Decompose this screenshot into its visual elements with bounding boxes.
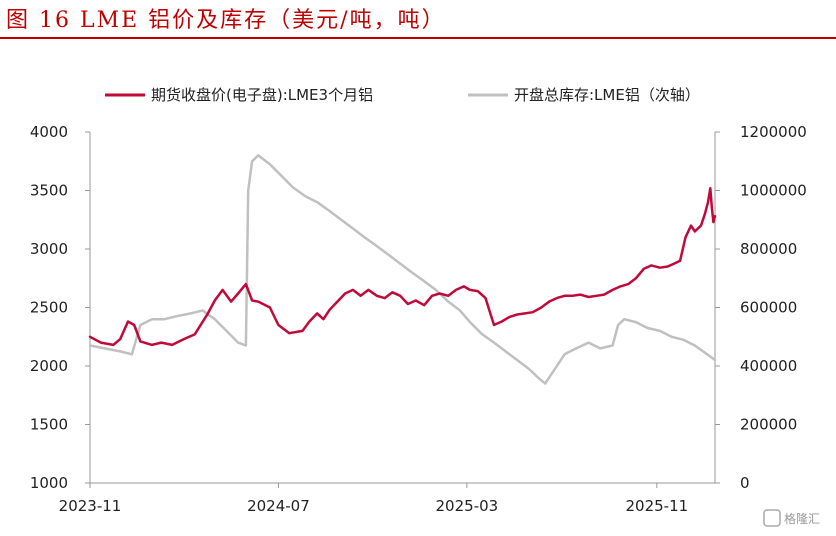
y-right-tick-label: 1200000: [740, 123, 807, 141]
axes: 1000 1500 2000 2500 3000 3500 4000 0 200000 40000…: [30, 123, 807, 515]
legend: 期货收盘价(电子盘):LME3个月铝 开盘总库存:LME铝（次轴）: [105, 86, 700, 104]
x-tick-label: 2025-11: [625, 497, 688, 515]
series-line-price: [88, 186, 717, 347]
watermark-icon: [763, 509, 781, 527]
y-left-tick-label: 2000: [30, 357, 68, 375]
legend-label-inventory: 开盘总库存:LME铝（次轴）: [514, 86, 700, 104]
x-tick-label: 2023-11: [59, 497, 122, 515]
y-right-tick-label: 400000: [740, 357, 797, 375]
y-right-tick-label: 1000000: [740, 182, 807, 200]
chart-title: 图 16 LME 铝价及库存（美元/吨，吨）: [6, 8, 446, 33]
series-line-inventory: [88, 154, 717, 385]
y-left-tick-label: 4000: [30, 123, 68, 141]
y-right-tick-label: 0: [740, 474, 750, 492]
y-right-tick-label: 600000: [740, 299, 797, 317]
y-right-tick-label: 200000: [740, 416, 797, 434]
y-left-tick-label: 3500: [30, 182, 68, 200]
watermark-text: 格隆汇: [784, 511, 820, 526]
x-tick-label: 2024-07: [247, 497, 310, 515]
title-rule: [0, 37, 836, 39]
y-right-tick-label: 800000: [740, 240, 797, 258]
y-left-tick-label: 3000: [30, 240, 68, 258]
watermark: 格隆汇: [763, 509, 820, 527]
x-tick-label: 2025-03: [436, 497, 499, 515]
series-layer: [88, 154, 717, 385]
y-left-tick-label: 1000: [30, 474, 68, 492]
y-left-tick-label: 1500: [30, 416, 68, 434]
y-left-tick-label: 2500: [30, 299, 68, 317]
legend-label-price: 期货收盘价(电子盘):LME3个月铝: [151, 86, 373, 104]
